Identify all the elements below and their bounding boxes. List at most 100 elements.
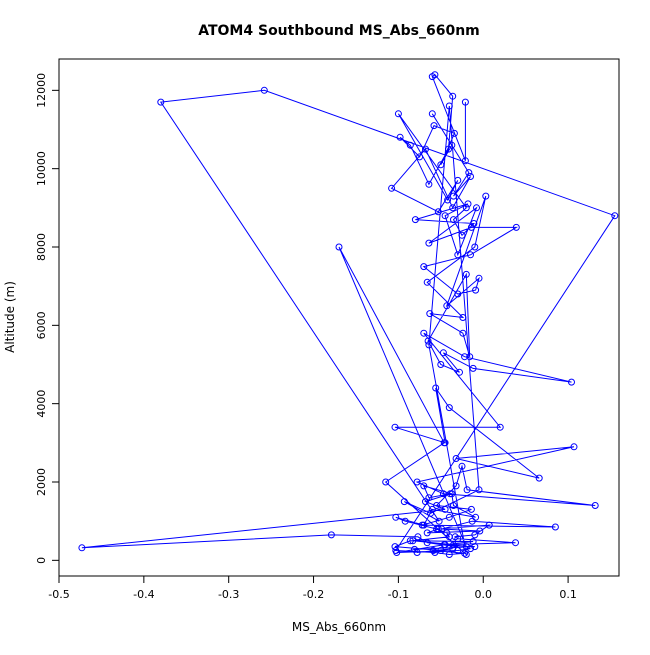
data-point [482,192,490,200]
data-point [568,378,575,386]
data-point [427,509,435,517]
data-point [461,549,469,557]
data-point [425,494,433,502]
data-point [445,102,453,110]
data-point [476,527,484,535]
data-point [458,462,466,470]
data-point [335,243,343,251]
data-point [462,270,470,278]
data-point [467,251,474,259]
data-point [456,368,463,376]
x-tick-label: 0.0 [474,588,492,601]
data-point [463,486,471,494]
data-point [438,525,446,533]
y-tick-label: 4000 [35,390,48,418]
data-point [430,122,438,130]
data-point [449,92,457,100]
data-point [441,505,449,513]
data-point [416,153,424,161]
data-point [462,204,470,212]
data-point [551,523,559,531]
data-point [422,145,429,153]
data-point [454,547,462,554]
data-point [461,157,469,165]
data-point [464,200,472,208]
y-tick-label: 12000 [35,73,48,108]
data-point [157,98,165,106]
y-axis-label: Altitude (m) [3,281,17,353]
y-tick-label: 10000 [35,151,48,186]
data-point [420,329,428,337]
data-point [437,547,445,554]
data-point [425,180,433,188]
data-point [450,502,457,509]
data-point [472,513,480,521]
data-point [411,545,418,553]
data-point [411,216,419,224]
data-point [428,505,436,513]
data-point [437,361,445,368]
data-point [471,531,479,539]
data-point [327,531,335,539]
data-point [420,482,428,490]
series-line [81,74,616,556]
data-point [260,86,268,94]
data-point [392,547,400,554]
y-tick-label: 0 [35,557,48,564]
data-point [462,543,470,551]
data-point [439,490,447,498]
x-tick-label: -0.4 [133,588,154,601]
data-point [454,535,462,543]
data-point [467,505,475,513]
data-point [413,478,421,486]
data-point [611,212,619,220]
data-point [535,474,543,482]
data-point [394,110,402,118]
data-point [471,243,479,251]
data-point [428,110,436,118]
data-point [444,196,452,204]
data-point [512,539,519,547]
data-point [512,223,520,231]
data-point [475,486,483,494]
data-point [422,498,429,506]
data-point [461,353,469,361]
x-axis-label: MS_Abs_660nm [292,620,386,634]
data-point [591,502,599,509]
data-point [392,513,400,521]
data-point [437,161,445,169]
data-point [406,537,414,545]
x-tick-label: -0.3 [218,588,239,601]
data-point [420,263,428,271]
y-axis: 0 2000 4000 6000 8000 10000 12000 [35,73,60,564]
data-point [454,290,462,298]
data-point [433,502,441,509]
data-point [434,208,442,216]
series-layer [78,71,619,558]
data-point [396,133,404,141]
data-point [467,223,475,231]
data-point [391,423,399,431]
data-point [449,204,457,212]
data-point [462,551,470,558]
x-axis: -0.5 -0.4 -0.3 -0.2 -0.1 0.0 0.1 [48,575,577,601]
data-point [454,176,462,184]
x-tick-label: 0.1 [559,588,577,601]
data-point [441,212,449,220]
data-point [414,533,422,541]
data-point [423,529,431,537]
data-point [467,545,474,553]
data-point [496,423,504,431]
data-point [475,274,483,282]
chart-title: ATOM4 Southbound MS_Abs_660nm [198,23,480,39]
data-point [420,521,428,529]
x-tick-label: -0.1 [388,588,409,601]
data-point [445,404,453,412]
data-point [425,341,433,349]
data-point [445,551,453,558]
data-point [424,337,432,345]
data-point [440,439,448,447]
data-point [450,541,457,549]
data-point [431,549,439,556]
